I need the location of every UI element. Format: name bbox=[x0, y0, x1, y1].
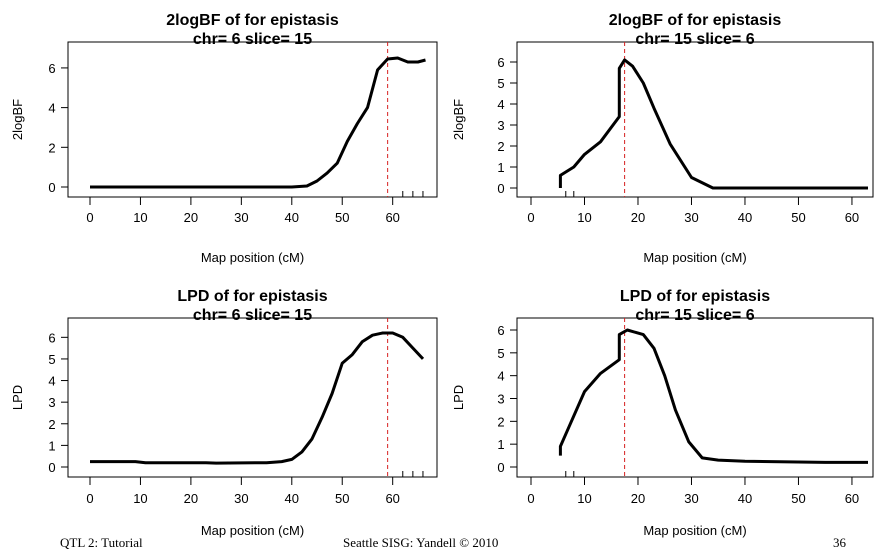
series-line bbox=[90, 331, 425, 465]
x-tick-label: 30 bbox=[234, 491, 248, 506]
x-tick-label: 50 bbox=[335, 491, 349, 506]
y-tick-label: 5 bbox=[497, 76, 504, 91]
y-tick-label: 0 bbox=[48, 180, 55, 195]
y-tick-label: 5 bbox=[497, 346, 504, 361]
y-axis-label: LPD bbox=[451, 385, 466, 410]
x-tick-label: 40 bbox=[285, 210, 299, 225]
x-tick-label: 30 bbox=[234, 210, 248, 225]
x-tick-label: 20 bbox=[184, 491, 198, 506]
x-tick-label: 60 bbox=[845, 491, 859, 506]
y-tick-label: 3 bbox=[497, 392, 504, 407]
x-tick-label: 50 bbox=[791, 491, 805, 506]
y-tick-label: 1 bbox=[497, 437, 504, 452]
y-tick-label: 2 bbox=[48, 140, 55, 155]
x-tick-label: 10 bbox=[133, 491, 147, 506]
chart-title: 2logBF of for epistasis bbox=[609, 12, 782, 29]
x-axis-label: Map position (cM) bbox=[643, 250, 746, 265]
x-tick-label: 20 bbox=[184, 210, 198, 225]
y-tick-label: 6 bbox=[497, 55, 504, 70]
chart-subtitle: chr= 15 slice= 6 bbox=[635, 307, 754, 324]
plot-frame bbox=[67, 317, 438, 478]
x-tick-label: 60 bbox=[385, 210, 399, 225]
x-tick-label: 60 bbox=[385, 491, 399, 506]
x-tick-label: 50 bbox=[791, 210, 805, 225]
y-tick-label: 0 bbox=[497, 460, 504, 475]
chart-subtitle: chr= 6 slice= 15 bbox=[193, 31, 312, 48]
chart-title: LPD of for epistasis bbox=[620, 288, 770, 305]
x-axis-label: Map position (cM) bbox=[201, 523, 304, 538]
x-tick-label: 60 bbox=[845, 210, 859, 225]
chart-title: 2logBF of for epistasis bbox=[166, 12, 339, 29]
x-tick-label: 40 bbox=[285, 491, 299, 506]
plot-frame bbox=[516, 41, 874, 198]
footer-page-number: 36 bbox=[833, 535, 846, 550]
footer-left: QTL 2: Tutorial bbox=[60, 535, 143, 550]
footer-center: Seattle SISG: Yandell © 2010 bbox=[343, 535, 499, 550]
x-tick-label: 50 bbox=[335, 210, 349, 225]
chart-subtitle: chr= 15 slice= 6 bbox=[635, 31, 754, 48]
x-tick-label: 40 bbox=[738, 210, 752, 225]
x-tick-label: 10 bbox=[577, 491, 591, 506]
y-tick-label: 0 bbox=[497, 181, 504, 196]
y-axis-label: 2logBF bbox=[10, 99, 25, 140]
x-tick-label: 40 bbox=[738, 491, 752, 506]
x-tick-label: 0 bbox=[86, 210, 93, 225]
y-tick-label: 5 bbox=[48, 352, 55, 367]
y-tick-label: 2 bbox=[48, 417, 55, 432]
x-tick-label: 0 bbox=[527, 491, 534, 506]
x-tick-label: 0 bbox=[86, 491, 93, 506]
y-tick-label: 6 bbox=[48, 61, 55, 76]
x-tick-label: 10 bbox=[577, 210, 591, 225]
series-line bbox=[90, 56, 426, 189]
y-tick-label: 1 bbox=[497, 160, 504, 175]
plot-frame bbox=[67, 41, 438, 198]
chart-title: LPD of for epistasis bbox=[177, 288, 327, 305]
y-tick-label: 1 bbox=[48, 438, 55, 453]
x-tick-label: 20 bbox=[631, 210, 645, 225]
x-tick-label: 30 bbox=[684, 210, 698, 225]
x-tick-label: 0 bbox=[527, 210, 534, 225]
y-tick-label: 2 bbox=[497, 414, 504, 429]
y-tick-label: 6 bbox=[48, 330, 55, 345]
y-tick-label: 4 bbox=[497, 97, 504, 112]
y-tick-label: 3 bbox=[497, 118, 504, 133]
plot-frame bbox=[516, 317, 874, 478]
x-tick-label: 10 bbox=[133, 210, 147, 225]
y-tick-label: 6 bbox=[497, 323, 504, 338]
x-axis-label: Map position (cM) bbox=[201, 250, 304, 265]
x-axis-label: Map position (cM) bbox=[643, 523, 746, 538]
y-tick-label: 4 bbox=[48, 374, 55, 389]
y-tick-label: 4 bbox=[48, 101, 55, 116]
y-axis-label: 2logBF bbox=[451, 99, 466, 140]
y-axis-label: LPD bbox=[10, 385, 25, 410]
chart-subtitle: chr= 6 slice= 15 bbox=[193, 307, 312, 324]
y-tick-label: 3 bbox=[48, 395, 55, 410]
y-tick-label: 4 bbox=[497, 369, 504, 384]
series-line bbox=[558, 58, 868, 190]
x-tick-label: 20 bbox=[631, 491, 645, 506]
x-tick-label: 30 bbox=[684, 491, 698, 506]
y-tick-label: 2 bbox=[497, 139, 504, 154]
y-tick-label: 0 bbox=[48, 460, 55, 475]
series-line bbox=[558, 328, 868, 464]
